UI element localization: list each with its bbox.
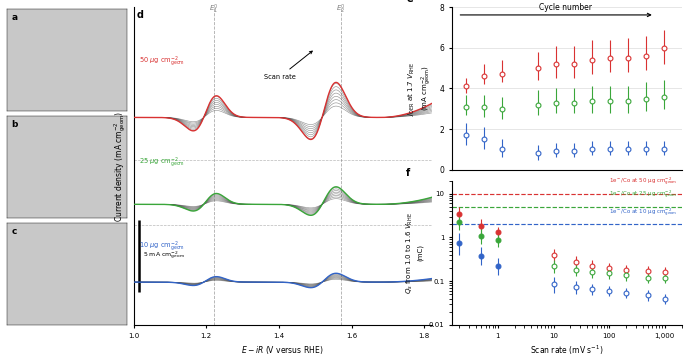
Y-axis label: $Q_s$ from 1.0 to 1.6 $V_{\mathrm{RHE}}$
(mC): $Q_s$ from 1.0 to 1.6 $V_{\mathrm{RHE}}$… [405, 212, 423, 293]
Text: Cycle number: Cycle number [538, 3, 592, 12]
Text: d: d [136, 10, 144, 21]
Text: 10 $\mu$g cm$^{-2}_{\rm geom}$: 10 $\mu$g cm$^{-2}_{\rm geom}$ [139, 240, 185, 255]
Text: 25 $\mu$g cm$^{-2}_{\rm geom}$: 25 $\mu$g cm$^{-2}_{\rm geom}$ [139, 156, 185, 170]
Text: $E_1^0$: $E_1^0$ [209, 3, 219, 16]
Text: 5 mA cm$^{-2}_{\rm geom}$: 5 mA cm$^{-2}_{\rm geom}$ [143, 250, 185, 262]
Text: e: e [406, 0, 413, 4]
Text: b: b [12, 120, 18, 129]
X-axis label: Scan rate (mV s$^{-1}$): Scan rate (mV s$^{-1}$) [530, 344, 603, 357]
Text: c: c [12, 227, 17, 236]
Text: $E_2^0$: $E_2^0$ [336, 3, 345, 16]
Text: a: a [12, 13, 18, 22]
Y-axis label: $j_{\mathrm{OER}}$ at 1.7 $V_{\mathrm{RHE}}$
(mA cm$^{-2}_{\mathrm{geom}}$): $j_{\mathrm{OER}}$ at 1.7 $V_{\mathrm{RH… [406, 61, 434, 116]
Text: 1e$^-$/Co at 25 μg cm$^{-2}_{\mathrm{geom}}$: 1e$^-$/Co at 25 μg cm$^{-2}_{\mathrm{geo… [609, 189, 677, 201]
Text: f: f [406, 168, 410, 178]
Y-axis label: Current density (mA cm$^{-2}_{\rm geom}$): Current density (mA cm$^{-2}_{\rm geom}$… [112, 110, 128, 222]
Text: 1e$^-$/Co at 50 μg cm$^{-2}_{\mathrm{geom}}$: 1e$^-$/Co at 50 μg cm$^{-2}_{\mathrm{geo… [609, 176, 677, 188]
Text: 1e$^-$/Co at 10 μg cm$^{-2}_{\mathrm{geom}}$: 1e$^-$/Co at 10 μg cm$^{-2}_{\mathrm{geo… [609, 206, 677, 218]
Text: Scan rate: Scan rate [264, 51, 312, 79]
X-axis label: $E - iR$ (V versus RHE): $E - iR$ (V versus RHE) [241, 344, 324, 356]
Text: 50 $\mu$g cm$^{-2}_{\rm geom}$: 50 $\mu$g cm$^{-2}_{\rm geom}$ [139, 55, 185, 69]
